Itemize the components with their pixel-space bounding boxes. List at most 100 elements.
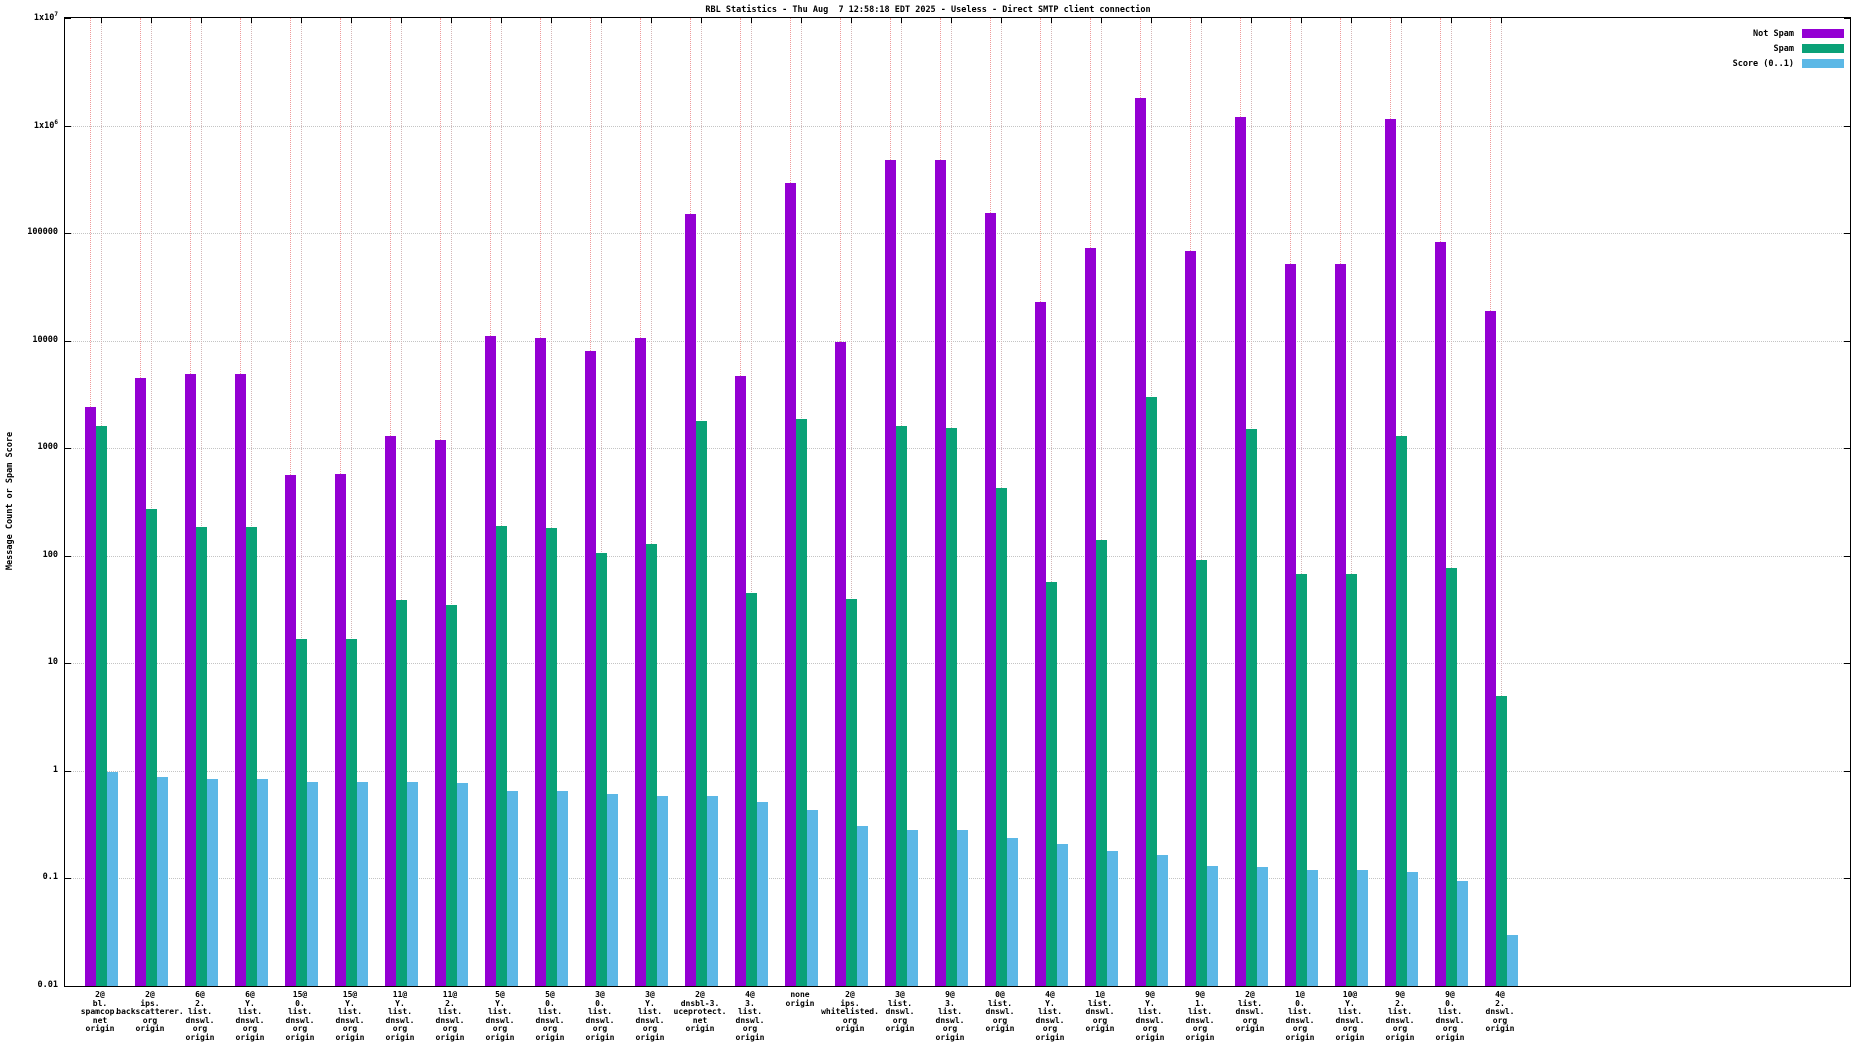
bar-score-0-1- xyxy=(1406,871,1418,986)
y-tick-label: 1x107 xyxy=(33,11,58,23)
v-gridline xyxy=(1201,18,1202,986)
x-tick-mark-top xyxy=(251,18,252,23)
bar-score-0-1- xyxy=(906,830,918,986)
impulse-line xyxy=(190,18,191,374)
y-tick-mark-left xyxy=(65,233,71,235)
h-gridline xyxy=(65,555,1850,557)
x-tick-mark-top xyxy=(901,18,902,23)
bar-spam xyxy=(1445,567,1457,986)
v-gridline xyxy=(451,18,452,986)
bar-score-0-1- xyxy=(1006,837,1018,986)
bar-spam xyxy=(745,593,757,986)
legend-item: Not Spam xyxy=(1733,26,1844,41)
v-gridline xyxy=(851,18,852,986)
v-gridline xyxy=(1351,18,1352,986)
bar-not-spam xyxy=(834,341,846,986)
x-tick-mark-top xyxy=(551,18,552,23)
x-tick-label: 15@ 0. list. dnswl. org origin xyxy=(285,990,315,1042)
bar-score-0-1- xyxy=(1306,869,1318,986)
x-tick-mark-top xyxy=(801,18,802,23)
bar-score-0-1- xyxy=(1506,934,1518,986)
x-tick-label: 9@ 2. list. dnswl. org origin xyxy=(1385,990,1415,1042)
bar-spam xyxy=(795,419,807,986)
legend-swatch xyxy=(1802,59,1844,68)
legend-swatch xyxy=(1802,29,1844,38)
x-tick-mark-top xyxy=(351,18,352,23)
x-tick-label: 1@ 0. list. dnswl. org origin xyxy=(1285,990,1315,1042)
bar-score-0-1- xyxy=(806,810,818,986)
bar-score-0-1- xyxy=(1256,866,1268,986)
x-tick-mark-top xyxy=(701,18,702,23)
impulse-line xyxy=(90,18,91,408)
x-tick-label: 1@ list. dnswl. org origin xyxy=(1085,990,1115,1033)
y-tick-mark-right xyxy=(1844,986,1850,987)
legend-item: Score (0..1) xyxy=(1733,56,1844,71)
bar-not-spam xyxy=(1434,242,1446,986)
bar-spam xyxy=(1395,435,1407,986)
impulse-line xyxy=(240,18,241,374)
bar-not-spam xyxy=(134,377,146,986)
legend-swatch xyxy=(1802,44,1844,53)
bar-not-spam xyxy=(1134,98,1146,986)
bar-spam xyxy=(295,638,307,986)
impulse-line xyxy=(590,18,591,352)
y-tick-mark-left xyxy=(65,663,71,665)
x-tick-label: 4@ Y. list. dnswl. org origin xyxy=(1035,990,1065,1042)
impulse-line xyxy=(1190,18,1191,252)
y-tick-label: 10 xyxy=(47,657,58,668)
bar-not-spam xyxy=(684,214,696,986)
bar-not-spam xyxy=(184,373,196,986)
impulse-line xyxy=(140,18,141,378)
bar-not-spam xyxy=(1234,117,1246,986)
v-gridline xyxy=(201,18,202,986)
v-gridline xyxy=(401,18,402,986)
bar-not-spam xyxy=(884,159,896,986)
legend-label: Spam xyxy=(1773,43,1794,54)
bar-not-spam xyxy=(734,375,746,986)
bar-not-spam xyxy=(584,351,596,986)
v-gridline xyxy=(301,18,302,986)
x-tick-label: 9@ 3. list. dnswl. org origin xyxy=(935,990,965,1042)
impulse-line xyxy=(740,18,741,376)
v-gridline xyxy=(1051,18,1052,986)
y-tick-mark-left xyxy=(65,555,71,557)
y-tick-label: 1000 xyxy=(37,442,58,453)
bar-spam xyxy=(1245,429,1257,986)
bar-score-0-1- xyxy=(306,781,318,986)
impulse-line xyxy=(440,18,441,440)
bar-score-0-1- xyxy=(406,782,418,986)
impulse-line xyxy=(1140,18,1141,99)
bar-score-0-1- xyxy=(1206,866,1218,986)
x-tick-label: 5@ Y. list. dnswl. org origin xyxy=(485,990,515,1042)
x-tick-label: 3@ 0. list. dnswl. org origin xyxy=(585,990,615,1042)
x-tick-label: 11@ Y. list. dnswl. org origin xyxy=(385,990,415,1042)
y-tick-mark-left xyxy=(65,340,71,342)
chart-legend: Not Spam Spam Score (0..1) xyxy=(1733,26,1844,71)
bar-not-spam xyxy=(1334,263,1346,986)
impulse-line xyxy=(990,18,991,213)
x-tick-mark-top xyxy=(601,18,602,23)
v-gridline xyxy=(251,18,252,986)
y-tick-mark-left xyxy=(65,770,71,772)
x-tick-label: 11@ 2. list. dnswl. org origin xyxy=(435,990,465,1042)
impulse-line xyxy=(1490,18,1491,311)
y-tick-mark-right xyxy=(1844,233,1850,235)
bar-score-0-1- xyxy=(856,825,868,986)
x-tick-label: 9@ 1. list. dnswl. org origin xyxy=(1185,990,1215,1042)
bar-spam xyxy=(1145,396,1157,986)
bar-score-0-1- xyxy=(656,795,668,986)
bar-spam xyxy=(845,598,857,986)
bar-not-spam xyxy=(534,338,546,986)
v-gridline xyxy=(1451,18,1452,986)
impulse-line xyxy=(540,18,541,339)
x-tick-label: 4@ 3. list. dnswl. org origin xyxy=(735,990,765,1042)
bar-spam xyxy=(395,599,407,986)
y-tick-mark-right xyxy=(1844,448,1850,450)
y-tick-mark-left xyxy=(65,986,71,987)
x-tick-mark-top xyxy=(1101,18,1102,23)
bar-spam xyxy=(645,543,657,986)
v-gridline xyxy=(1101,18,1102,986)
x-tick-label: 2@ ips. backscatterer. org origin xyxy=(116,990,184,1033)
v-gridline xyxy=(501,18,502,986)
